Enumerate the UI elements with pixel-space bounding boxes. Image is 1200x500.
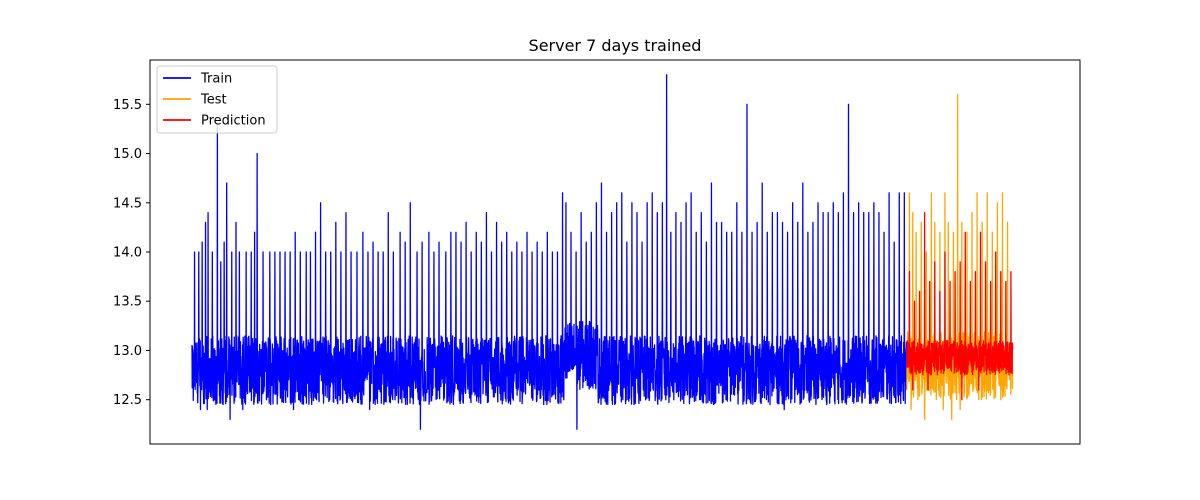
- series-layer: [191, 74, 1014, 430]
- y-tick-label: 14.5: [113, 196, 142, 211]
- series-line-train: [191, 74, 908, 430]
- legend-label-test: Test: [200, 93, 227, 108]
- series-line-prediction: [906, 211, 1014, 401]
- legend-box: [156, 65, 278, 134]
- y-tick-label: 15.0: [113, 147, 142, 162]
- y-axis: 12.5 13.0 13.5 14.0 14.5 15.0 15.5: [113, 98, 150, 408]
- legend-label-prediction: Prediction: [201, 114, 266, 129]
- y-tick-label: 12.5: [113, 393, 142, 408]
- y-tick-label: 13.5: [113, 295, 142, 310]
- legend-label-train: Train: [200, 72, 232, 87]
- y-tick-label: 14.0: [113, 246, 142, 261]
- y-tick-label: 15.5: [113, 98, 142, 113]
- legend: Train Test Prediction: [156, 65, 278, 134]
- y-tick-label: 13.0: [113, 344, 142, 359]
- chart-title: Server 7 days trained: [529, 36, 702, 55]
